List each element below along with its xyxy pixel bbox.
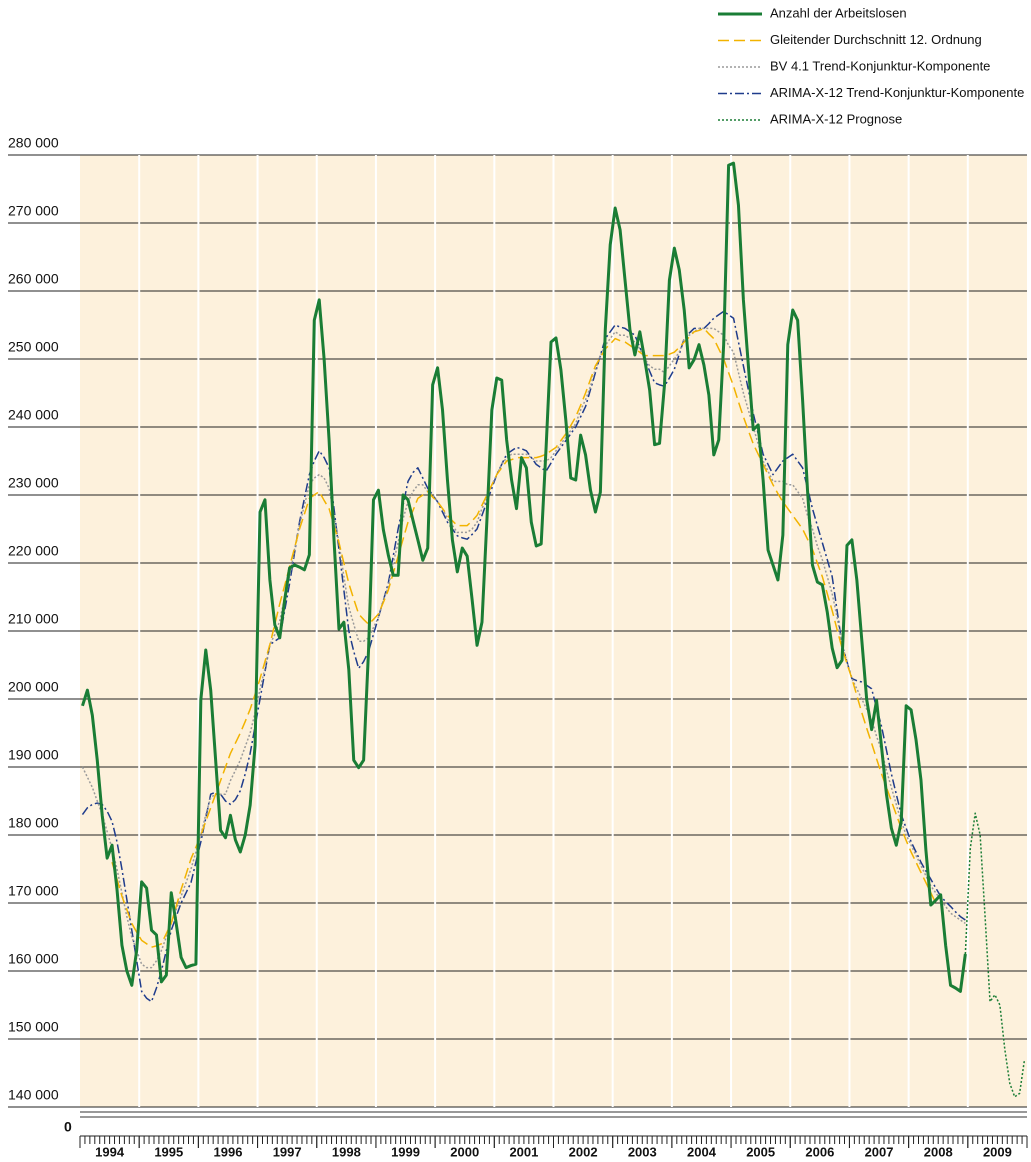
x-tick-label: 1994: [95, 1144, 125, 1159]
y-tick-label: 220 000: [8, 543, 59, 559]
y-tick-label: 230 000: [8, 475, 59, 491]
y-tick-label: 140 000: [8, 1087, 59, 1103]
x-tick-label: 2006: [805, 1144, 834, 1159]
series-layer: [81, 161, 1026, 1098]
y-tick-label: 240 000: [8, 407, 59, 423]
y-tick-label: 150 000: [8, 1019, 59, 1035]
series-line: [964, 812, 1026, 1098]
legend-label: ARIMA-X-12 Prognose: [770, 111, 902, 126]
x-tick-label: 1995: [154, 1144, 183, 1159]
x-tick-label: 2001: [509, 1144, 538, 1159]
x-tick-label: 2007: [865, 1144, 894, 1159]
legend-label: BV 4.1 Trend-Konjunktur-Komponente: [770, 58, 990, 73]
grid: [8, 154, 1027, 1137]
y-tick-label: 190 000: [8, 747, 59, 763]
x-tick-label: 2008: [924, 1144, 953, 1159]
legend-label: Anzahl der Arbeitslosen: [770, 5, 907, 20]
x-tick-label: 1997: [273, 1144, 302, 1159]
series-line: [111, 327, 937, 948]
x-tick-label: 2005: [746, 1144, 775, 1159]
x-tick-label: 2003: [628, 1144, 657, 1159]
x-axis: 1994 1995 1996 1997 1998 1999 2000 2001 2002 2003…: [79, 1136, 1028, 1159]
y-tick-label: 200 000: [8, 679, 59, 695]
series-line: [81, 310, 966, 1003]
y-tick-label: 0: [64, 1119, 72, 1135]
y-tick-label: 270 000: [8, 203, 59, 219]
series-line: [81, 161, 967, 993]
series-line: [81, 327, 966, 969]
x-tick-label: 2002: [569, 1144, 598, 1159]
x-tick-label: 2004: [687, 1144, 717, 1159]
y-tick-label: 180 000: [8, 815, 59, 831]
y-tick-label: 260 000: [8, 271, 59, 287]
y-tick-label: 210 000: [8, 611, 59, 627]
x-tick-label: 2000: [450, 1144, 479, 1159]
x-tick-label: 1998: [332, 1144, 361, 1159]
y-tick-label: 170 000: [8, 883, 59, 899]
legend-label: Gleitender Durchschnitt 12. Ordnung: [770, 32, 982, 47]
x-tick-label: 1999: [391, 1144, 420, 1159]
y-tick-label: 160 000: [8, 951, 59, 967]
x-tick-label: 2009: [983, 1144, 1012, 1159]
legend: Anzahl der Arbeitslosen Gleitender Durchs…: [718, 5, 1024, 126]
y-tick-label: 250 000: [8, 339, 59, 355]
x-tick-label: 1996: [214, 1144, 243, 1159]
y-tick-label: 280 000: [8, 135, 59, 151]
legend-label: ARIMA-X-12 Trend-Konjunktur-Komponente: [770, 85, 1024, 100]
